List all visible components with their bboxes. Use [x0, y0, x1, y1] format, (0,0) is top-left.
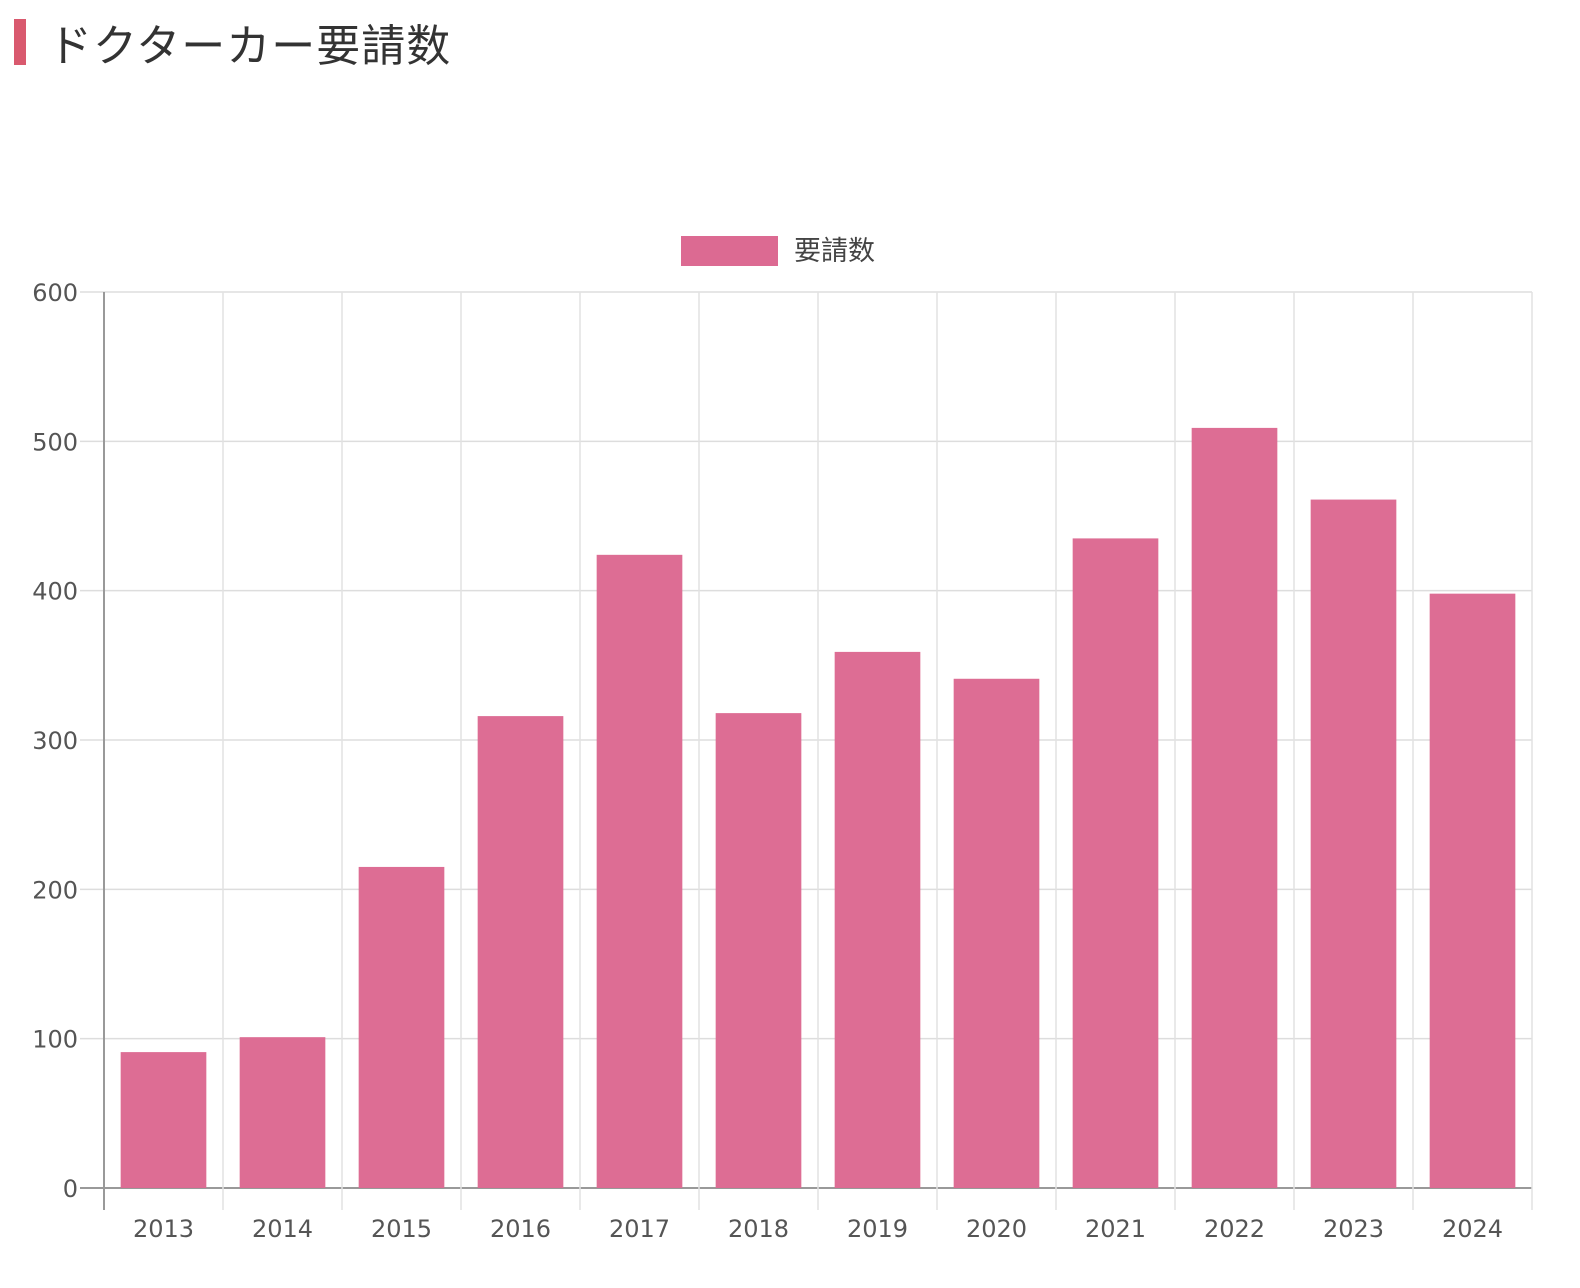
axes: 0 100 200 300 400 500 600 2013 2014 2015 2016 2017 2… [32, 279, 1503, 1243]
legend-swatch [681, 236, 778, 266]
x-tick-label: 2019 [847, 1215, 908, 1243]
y-tick-label: 600 [32, 279, 78, 307]
bar-2015 [358, 866, 445, 1188]
x-tick-label: 2023 [1323, 1215, 1384, 1243]
bar-2018 [715, 713, 802, 1188]
bar-2022 [1191, 427, 1278, 1189]
page-heading: ドクターカー要請数 [14, 16, 451, 72]
legend-label: 要請数 [794, 236, 875, 267]
bar-2019 [834, 651, 921, 1188]
x-tick-label: 2021 [1085, 1215, 1146, 1243]
bar-2020 [953, 678, 1040, 1188]
bar-2013 [120, 1052, 207, 1188]
legend: 要請数 [681, 236, 875, 267]
x-tick-label: 2024 [1442, 1215, 1503, 1243]
y-tick-label: 500 [32, 428, 78, 456]
bar-2023 [1310, 499, 1397, 1188]
x-tick-label: 2014 [252, 1215, 313, 1243]
y-tick-label: 400 [32, 578, 78, 606]
bar-2016 [477, 716, 564, 1188]
bar-2021 [1072, 538, 1159, 1188]
y-tick-label: 100 [32, 1026, 78, 1054]
x-tick-label: 2022 [1204, 1215, 1265, 1243]
x-tick-label: 2013 [133, 1215, 194, 1243]
x-tick-label: 2015 [371, 1215, 432, 1243]
bar-2017 [596, 554, 683, 1188]
bar-2024 [1429, 593, 1516, 1188]
bar-2014 [239, 1037, 326, 1188]
heading-accent-bar [14, 19, 26, 65]
page-title: ドクターカー要請数 [48, 21, 452, 72]
grid-lines [80, 291, 1533, 1210]
y-tick-label: 0 [63, 1175, 78, 1203]
x-tick-label: 2017 [609, 1215, 670, 1243]
y-tick-label: 300 [32, 727, 78, 755]
bar-series [120, 427, 1516, 1189]
x-tick-label: 2018 [728, 1215, 789, 1243]
x-tick-label: 2020 [966, 1215, 1027, 1243]
y-tick-label: 200 [32, 876, 78, 904]
x-tick-label: 2016 [490, 1215, 551, 1243]
